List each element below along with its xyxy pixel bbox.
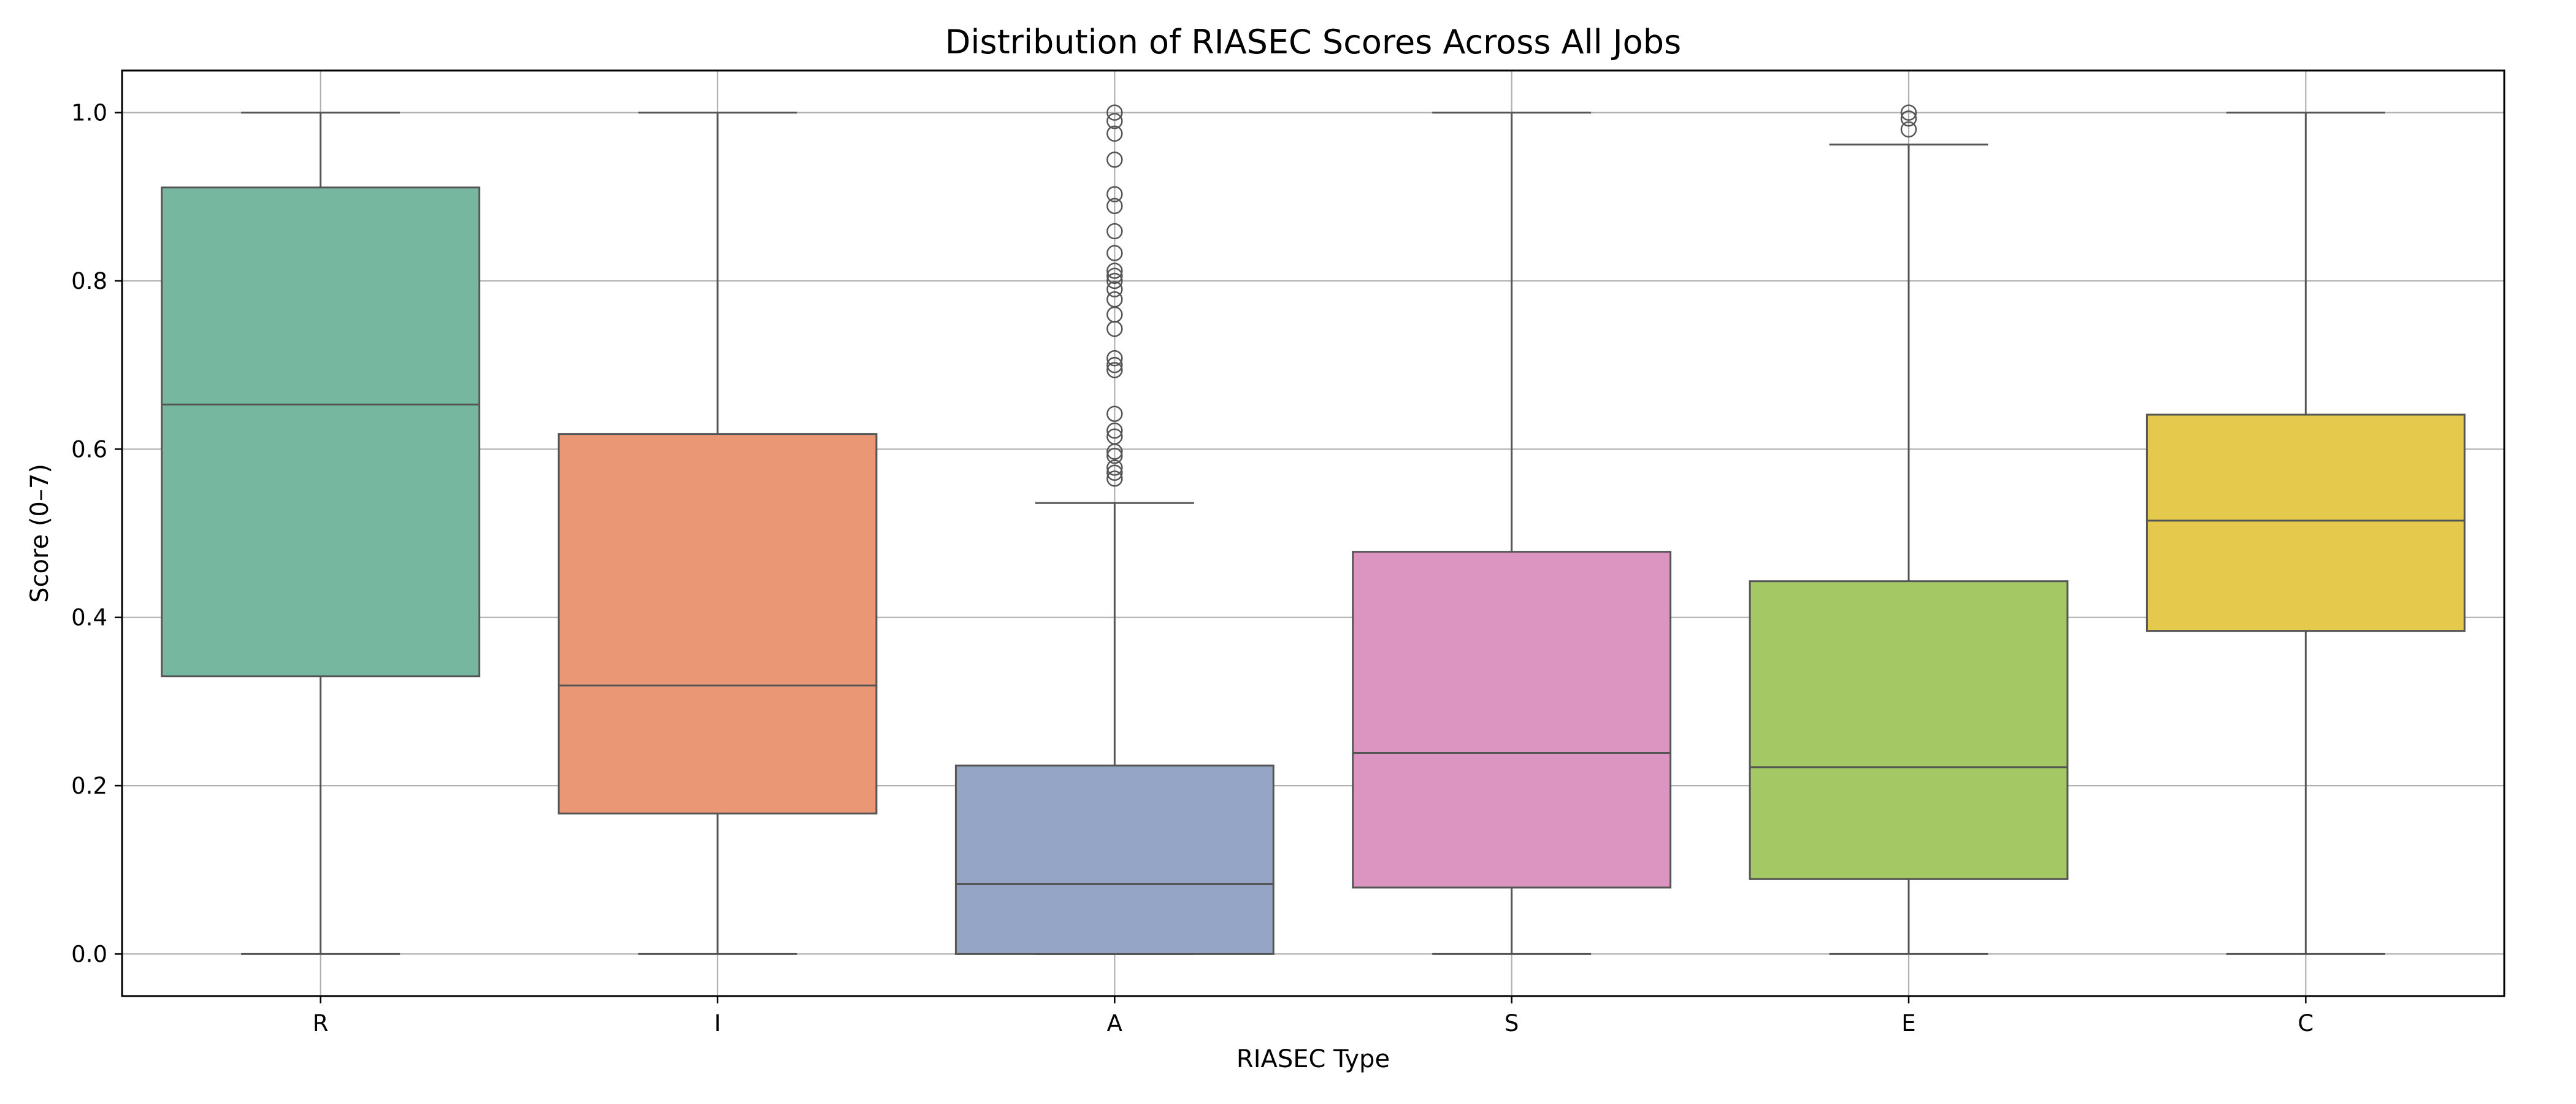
y-tick-label: 0.4 xyxy=(71,605,107,631)
iqr-box xyxy=(2145,413,2466,632)
y-tick-label: 0.6 xyxy=(71,436,107,462)
outlier-point xyxy=(1106,464,1123,481)
box-S xyxy=(1352,112,1672,955)
x-tick-label: R xyxy=(313,1010,329,1037)
outlier-point xyxy=(1900,110,1917,127)
iqr-box xyxy=(1749,580,2069,880)
outlier-point xyxy=(1106,428,1123,445)
y-tick-label: 0.8 xyxy=(71,268,107,294)
plot-frame xyxy=(121,69,2505,997)
y-tick-label: 0.0 xyxy=(71,941,107,967)
x-tick-label: C xyxy=(2298,1010,2313,1037)
x-axis-label: RIASEC Type xyxy=(1236,1045,1390,1073)
outlier-point xyxy=(1106,104,1123,121)
outlier-point xyxy=(1106,272,1123,289)
box-R xyxy=(161,112,481,955)
outlier-point xyxy=(1106,197,1123,215)
outlier-point xyxy=(1106,113,1123,129)
iqr-box xyxy=(558,433,878,815)
iqr-box xyxy=(954,764,1275,955)
outlier-point xyxy=(1106,350,1123,367)
outlier-point xyxy=(1106,356,1123,374)
x-tick-label: I xyxy=(715,1010,721,1037)
iqr-box xyxy=(1352,551,1672,889)
outlier-point xyxy=(1106,291,1123,308)
outlier-point xyxy=(1900,121,1917,138)
axis-ticks: 0.0 0.2 0.4 0.6 0.8 1.0 R I A S E C xyxy=(71,100,2313,1037)
outlier-point xyxy=(1106,422,1123,439)
outlier-point xyxy=(1106,281,1123,297)
x-tick-label: S xyxy=(1505,1010,1519,1037)
outlier-point xyxy=(1106,263,1123,279)
box-E xyxy=(1749,104,2069,955)
outlier-point xyxy=(1106,362,1123,378)
x-tick-label: E xyxy=(1901,1010,1915,1037)
y-tick-label: 0.2 xyxy=(71,773,107,799)
box-I xyxy=(558,112,878,955)
outlier-point xyxy=(1106,151,1123,168)
iqr-box xyxy=(161,186,481,678)
outlier-point xyxy=(1106,267,1123,284)
y-tick-label: 1.0 xyxy=(71,100,107,126)
outlier-point xyxy=(1106,405,1123,422)
box-A xyxy=(954,104,1275,955)
boxes xyxy=(161,104,2466,955)
outlier-point xyxy=(1106,223,1123,240)
box-C xyxy=(2145,112,2466,955)
chart-title: Distribution of RIASEC Scores Across All… xyxy=(945,23,1681,61)
outlier-point xyxy=(1106,186,1123,202)
outlier-point xyxy=(1106,459,1123,476)
outlier-point xyxy=(1106,448,1123,464)
x-tick-label: A xyxy=(1107,1010,1122,1037)
outlier-point xyxy=(1106,470,1123,487)
outlier-point xyxy=(1106,245,1123,261)
outlier-point xyxy=(1106,125,1123,142)
outlier-point xyxy=(1900,104,1917,121)
y-axis-label: Score (0–7) xyxy=(26,464,54,603)
